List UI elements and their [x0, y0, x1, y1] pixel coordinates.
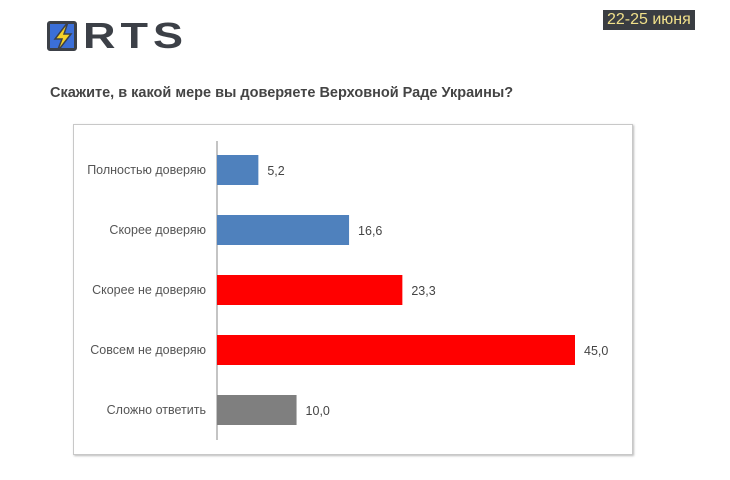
date-badge: 22-25 июня	[603, 10, 695, 30]
logo-text: RTS	[83, 15, 188, 56]
category-label: Сложно ответить	[107, 403, 206, 417]
lightning-icon	[47, 21, 77, 51]
rts-logo: RTS	[47, 18, 183, 54]
bar	[217, 275, 403, 305]
bar	[217, 215, 350, 245]
bar	[217, 335, 575, 365]
category-label: Полностью доверяю	[87, 163, 206, 177]
value-label: 16,6	[358, 224, 382, 238]
value-label: 5,2	[267, 164, 284, 178]
category-label: Совсем не доверяю	[90, 343, 206, 357]
chart-frame	[73, 124, 633, 455]
value-label: 10,0	[306, 404, 330, 418]
chart-title: Скажите, в какой мере вы доверяете Верхо…	[50, 85, 514, 101]
category-label: Скорее доверяю	[109, 223, 206, 237]
category-label: Скорее не доверяю	[92, 283, 206, 297]
bar	[217, 155, 259, 185]
value-label: 45,0	[584, 344, 608, 358]
value-label: 23,3	[411, 284, 435, 298]
bar	[217, 395, 297, 425]
